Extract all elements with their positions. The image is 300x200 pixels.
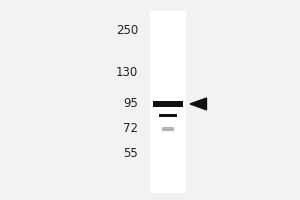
Bar — [159, 114, 177, 117]
Text: 250: 250 — [116, 24, 138, 37]
Bar — [150, 11, 186, 193]
Polygon shape — [190, 98, 206, 110]
Bar — [153, 101, 183, 107]
Text: 130: 130 — [116, 66, 138, 79]
Text: 95: 95 — [123, 97, 138, 110]
Text: 72: 72 — [123, 122, 138, 135]
Text: 55: 55 — [123, 147, 138, 160]
Bar — [162, 127, 174, 131]
